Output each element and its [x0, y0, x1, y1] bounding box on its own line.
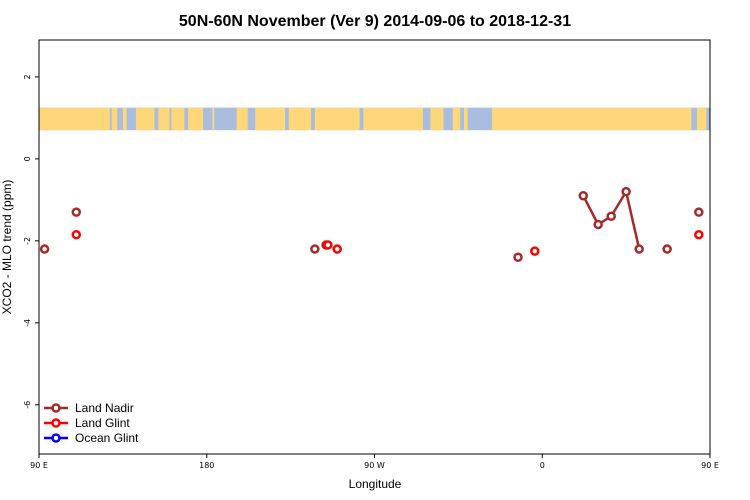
x-tick-label: 90 E [701, 461, 719, 470]
data-point [530, 246, 540, 256]
series-land-glint [71, 229, 704, 256]
map-land [452, 107, 461, 131]
map-land [288, 107, 312, 131]
plot-series [39, 186, 704, 262]
legend-label: Ocean Glint [75, 431, 139, 445]
y-axis: 2 0 -2 -4 -6 [23, 74, 39, 409]
legend-label: Land Glint [75, 416, 130, 430]
data-point [513, 252, 523, 262]
y-tick-label: -4 [23, 319, 32, 327]
legend-label: Land Nadir [75, 401, 134, 415]
data-point [323, 240, 333, 250]
map-land [491, 107, 692, 131]
data-point [694, 207, 704, 217]
x-axis-label: Longitude [349, 477, 402, 491]
x-tick-label: 0 [540, 461, 545, 470]
data-point [593, 219, 603, 230]
data-point [606, 211, 616, 222]
chart-title: 50N-60N November (Ver 9) 2014-09-06 to 2… [179, 13, 571, 30]
data-point [71, 229, 82, 240]
map-land [463, 107, 468, 131]
x-tick-label: 90 W [364, 461, 385, 470]
map-land [171, 107, 185, 131]
x-axis: 90 E 180 90 W 0 90 E [30, 454, 719, 470]
map-land [158, 107, 170, 131]
map-land [135, 107, 155, 131]
map-land [430, 107, 444, 131]
map-land [696, 107, 707, 131]
data-point [694, 229, 704, 240]
data-point [662, 244, 672, 254]
y-tick-label: -6 [23, 401, 32, 409]
data-point [634, 244, 644, 254]
data-point [39, 244, 50, 254]
world-map-band [39, 107, 710, 131]
legend-marker [51, 403, 61, 413]
legend-marker [51, 433, 61, 443]
y-tick-label: -2 [23, 237, 32, 245]
y-axis-label: XCO2 - MLO trend (ppm) [0, 180, 14, 315]
legend-marker [51, 418, 61, 428]
map-land [212, 107, 215, 131]
data-point [71, 207, 82, 217]
map-land [314, 107, 360, 131]
map-land [188, 107, 204, 131]
map-land [122, 107, 127, 131]
map-land [255, 107, 286, 131]
y-tick-label: 0 [23, 156, 32, 161]
data-point [621, 186, 631, 197]
data-point [332, 244, 342, 254]
series-land-nadir [39, 186, 704, 262]
data-point [310, 244, 320, 254]
x-tick-label: 90 E [30, 461, 48, 470]
plot-frame [38, 39, 711, 455]
map-land [363, 107, 423, 131]
map-land [39, 107, 110, 131]
x-tick-label: 180 [199, 461, 214, 470]
map-land [236, 107, 248, 131]
data-point [578, 191, 589, 201]
y-tick-label: 2 [23, 74, 32, 79]
map-land [111, 107, 118, 131]
